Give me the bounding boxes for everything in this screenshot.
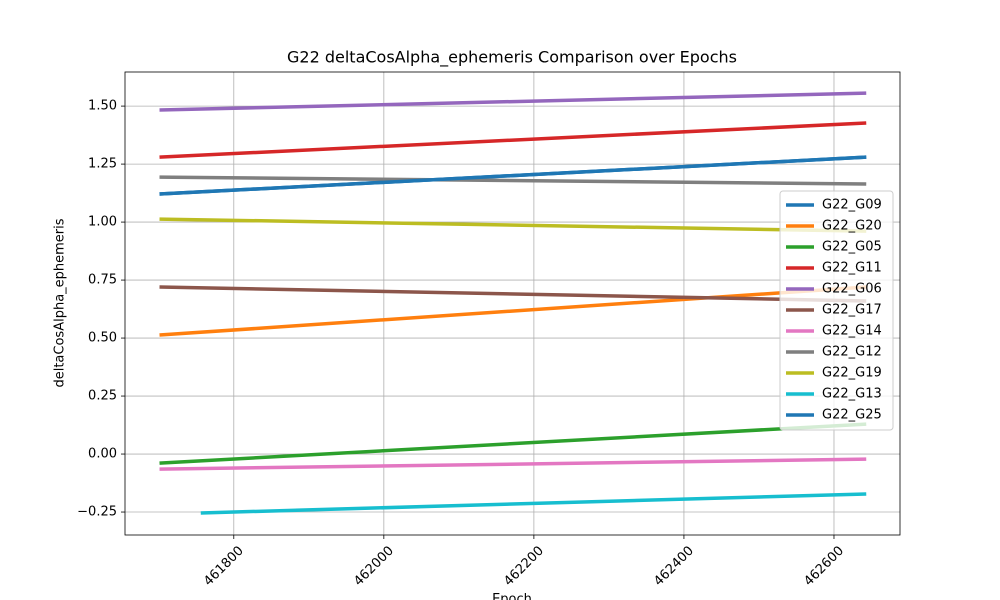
legend-label: G22_G19	[822, 366, 882, 381]
y-tick-label: 1.25	[88, 157, 117, 172]
x-tick-label: 461800	[201, 543, 247, 589]
legend-label: G22_G20	[822, 219, 882, 234]
series-line	[159, 155, 867, 196]
x-tick-label: 462600	[801, 543, 847, 589]
legend-label: G22_G14	[822, 324, 882, 339]
legend-label: G22_G25	[822, 408, 882, 423]
chart-title: G22 deltaCosAlpha_ephemeris Comparison o…	[287, 48, 737, 68]
legend-label: G22_G17	[822, 303, 882, 318]
legend-label: G22_G05	[822, 240, 882, 255]
series-line	[159, 175, 867, 186]
y-tick-label: 0.75	[88, 273, 117, 288]
series-line	[159, 121, 867, 159]
y-tick-label: 1.50	[88, 99, 117, 114]
series-line	[159, 91, 867, 112]
legend-label: G22_G13	[822, 387, 882, 402]
y-tick-label: 1.00	[88, 215, 117, 230]
series-line	[159, 457, 867, 471]
y-tick-label: 0.50	[88, 331, 117, 346]
x-tick-label: 462400	[651, 543, 697, 589]
series-line	[159, 422, 867, 465]
legend-label: G22_G09	[822, 198, 882, 213]
y-tick-label: −0.25	[77, 505, 117, 520]
x-axis-label: Epoch	[492, 592, 532, 600]
y-tick-label: 0.00	[88, 447, 117, 462]
legend-label: G22_G11	[822, 261, 882, 276]
x-tick-label: 462200	[501, 543, 547, 589]
y-tick-label: 0.25	[88, 389, 117, 404]
y-axis-label: deltaCosAlpha_ephemeris	[53, 218, 68, 387]
plot-frame	[124, 71, 901, 536]
series-line	[200, 492, 867, 515]
x-tick-label: 462000	[351, 543, 397, 589]
series-line	[159, 285, 867, 337]
legend-box	[779, 190, 894, 431]
series-line	[159, 217, 867, 233]
series-line	[159, 285, 867, 303]
legend-label: G22_G06	[822, 282, 882, 297]
legend-label: G22_G12	[822, 345, 882, 360]
